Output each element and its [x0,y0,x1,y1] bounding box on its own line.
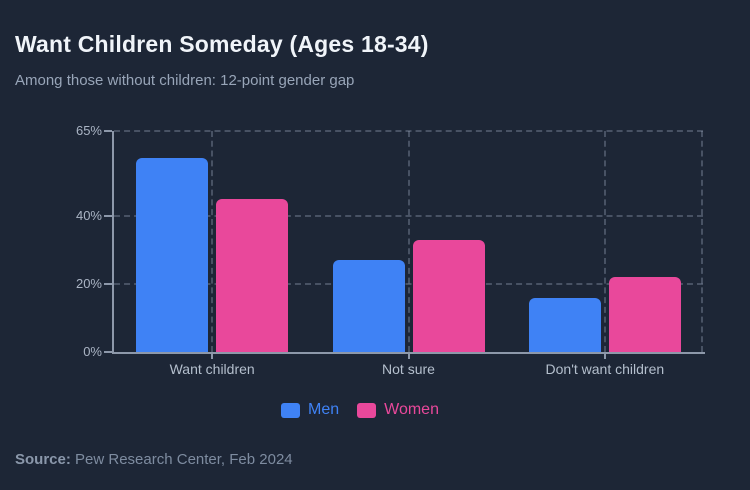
gridline-vertical-right [701,131,703,352]
plot-area [114,130,703,352]
legend-swatch-men [281,402,301,418]
bar-women-0[interactable] [216,199,289,352]
x-axis-category-label: Don't want children [545,361,665,377]
y-axis-tick-label: 0% [83,344,102,359]
gridline-horizontal [114,215,703,217]
source-text: Pew Research Center, Feb 2024 [70,451,293,468]
chart-subtitle: Among those without children: 12-point g… [15,72,355,89]
y-axis-tick-mark [104,283,112,285]
bar-men-2[interactable] [528,297,601,352]
gridline-vertical [211,131,214,352]
legend-label-women: Women [384,401,439,418]
x-axis-line [112,352,705,354]
x-axis-tick-mark [211,354,214,359]
x-axis-tick-mark [407,354,410,359]
y-axis-tick-label: 65% [75,123,102,138]
gridline-vertical [407,131,410,352]
x-axis-category-label: Not sure [382,361,435,377]
source-line: Source: Pew Research Center, Feb 2024 [15,451,293,468]
legend-swatch-women [357,402,377,418]
bar-men-0[interactable] [136,158,209,352]
gridline-horizontal [114,283,703,285]
legend: Men Women [0,401,720,419]
source-label: Source: [15,451,71,468]
chart-title: Want Children Someday (Ages 18-34) [15,31,429,57]
gridline-vertical [603,131,606,352]
y-axis-tick-mark [104,351,112,353]
legend-label-men: Men [308,401,340,418]
y-axis-tick-mark [104,215,112,217]
x-axis-category-label: Want children [169,361,255,377]
gridline-horizontal [114,130,703,132]
y-axis-tick-label: 40% [75,208,102,223]
y-axis-tick-label: 20% [75,276,102,291]
bar-men-1[interactable] [332,260,405,352]
bar-women-1[interactable] [412,239,485,352]
x-axis-tick-mark [603,354,606,359]
y-axis-tick-mark [104,130,112,132]
legend-item-men[interactable]: Men [281,401,339,419]
y-axis-line [112,131,114,354]
legend-item-women[interactable]: Women [357,401,439,419]
bar-women-2[interactable] [608,277,681,352]
